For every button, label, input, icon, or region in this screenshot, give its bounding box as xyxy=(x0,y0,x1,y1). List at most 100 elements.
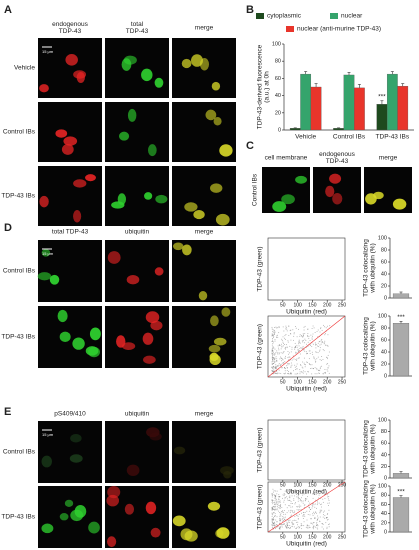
y-axis-title: with ubiquitin (%) xyxy=(370,243,377,294)
scatter-cloud-dot xyxy=(308,358,310,360)
bar xyxy=(300,73,312,131)
scatter-cloud-dot xyxy=(281,510,283,512)
scatter-cloud-dot xyxy=(299,342,301,344)
scatter-cloud-dot xyxy=(286,522,288,524)
cell xyxy=(219,144,233,157)
scatter-cloud-dot xyxy=(295,514,297,516)
scatter-cloud-dot xyxy=(293,526,295,528)
scatter-cloud-dot xyxy=(299,342,301,344)
scatter-cloud-dot xyxy=(293,333,295,335)
scatter-cloud-dot xyxy=(272,351,274,353)
scatter-cloud-dot xyxy=(272,370,274,372)
scatter-cloud-dot xyxy=(282,341,284,343)
scatter-cloud-dot xyxy=(302,515,304,517)
scatter-cloud-dot xyxy=(321,356,323,358)
cell xyxy=(121,58,132,71)
scatter-cloud-dot xyxy=(324,510,326,512)
micrograph xyxy=(172,240,236,302)
scatter-cloud-dot xyxy=(286,507,288,509)
scatter-cloud-dot xyxy=(311,364,313,366)
scatter-cloud-dot xyxy=(275,498,277,500)
cell xyxy=(210,183,223,193)
column-header: merge xyxy=(379,155,398,162)
scatter-cloud-dot xyxy=(286,523,288,525)
micrograph-bg xyxy=(105,102,169,162)
scatter-cloud-dot xyxy=(307,514,309,516)
scatter-cloud-dot xyxy=(274,339,276,341)
scatter-cloud-dot xyxy=(283,495,285,497)
scatter-cloud-dot xyxy=(316,500,318,502)
micrograph xyxy=(313,167,361,213)
scatter-cloud-dot xyxy=(276,367,278,369)
y-tick-label: 0 xyxy=(384,373,387,379)
y-tick-label: 100 xyxy=(378,483,387,489)
scatter-cloud-dot xyxy=(285,334,287,336)
scatter-cloud-dot xyxy=(327,496,329,498)
scatter-cloud-dot xyxy=(321,329,323,331)
scatter-cloud-dot xyxy=(271,370,273,372)
scatter-cloud-dot xyxy=(286,512,288,514)
scatter-cloud-dot xyxy=(276,527,278,529)
y-tick-label: 40 xyxy=(275,93,281,99)
scatter-cloud-dot xyxy=(327,344,329,346)
scatter-cloud-dot xyxy=(271,344,273,346)
scatter-cloud-dot xyxy=(284,516,286,518)
cell xyxy=(55,129,68,138)
y-tick-label: 40 xyxy=(381,271,387,277)
scatter-cloud-dot xyxy=(281,345,283,347)
micrograph-bg xyxy=(38,486,102,548)
scatter-cloud-dot xyxy=(284,370,286,372)
scatter-cloud-dot xyxy=(301,370,303,372)
scatter-cloud-dot xyxy=(326,519,328,521)
y-tick-label: 80 xyxy=(381,325,387,331)
scatter-cloud-dot xyxy=(279,514,281,516)
scatter-cloud-dot xyxy=(292,339,294,341)
scatter-cloud-dot xyxy=(282,358,284,360)
scatter-cloud-dot xyxy=(314,359,316,361)
y-tick-label: 0 xyxy=(278,127,281,133)
scatter-cloud-dot xyxy=(283,372,285,374)
scatter-cloud-dot xyxy=(313,511,315,513)
scatter-cloud-dot xyxy=(321,338,323,340)
scatter-cloud-dot xyxy=(272,506,274,508)
cell xyxy=(85,174,96,182)
micrograph xyxy=(105,421,169,483)
scatter-cloud-dot xyxy=(316,502,318,504)
scatter-cloud-dot xyxy=(287,340,289,342)
scatter-cloud-dot xyxy=(294,495,296,497)
y-tick-label: 20 xyxy=(381,283,387,289)
scatter-cloud-dot xyxy=(284,338,286,340)
micrograph xyxy=(105,38,169,98)
scatter-cloud-dot xyxy=(289,525,291,527)
scatter-cloud-dot xyxy=(316,373,318,375)
scatter-cloud-dot xyxy=(296,509,298,511)
scatter-cloud-dot xyxy=(320,359,322,361)
scatter-cloud-dot xyxy=(271,356,273,358)
scatter-cloud-dot xyxy=(302,502,304,504)
scatter-cloud-dot xyxy=(281,338,283,340)
scatter-cloud-dot xyxy=(313,526,315,528)
scatter-cloud-dot xyxy=(282,510,284,512)
scatter-cloud-dot xyxy=(297,524,299,526)
scatter-cloud-dot xyxy=(300,523,302,525)
scatter-cloud-dot xyxy=(273,490,275,492)
scatter-cloud-dot xyxy=(279,506,281,508)
y-axis-title: TDP-43 colocalizing xyxy=(363,420,370,478)
scatter-cloud-dot xyxy=(319,511,321,513)
scatter-cloud-dot xyxy=(279,344,281,346)
scatter-cloud-dot xyxy=(293,347,295,349)
scatter-cloud-dot xyxy=(283,351,285,353)
scatter-cloud-dot xyxy=(271,496,273,498)
bar xyxy=(386,73,398,131)
y-axis-title: (a.u.) at 0h xyxy=(264,71,271,103)
scatter-cloud-dot xyxy=(273,332,275,334)
scatter-cloud-dot xyxy=(306,361,308,363)
scatter-cloud-dot xyxy=(288,489,290,491)
plot-frame xyxy=(267,315,346,378)
cell xyxy=(213,337,227,346)
scatter-cloud-dot xyxy=(292,370,294,372)
scatter-cloud-dot xyxy=(281,507,283,509)
scatter-cloud-dot xyxy=(273,368,275,370)
scatter-cloud-dot xyxy=(301,525,303,527)
